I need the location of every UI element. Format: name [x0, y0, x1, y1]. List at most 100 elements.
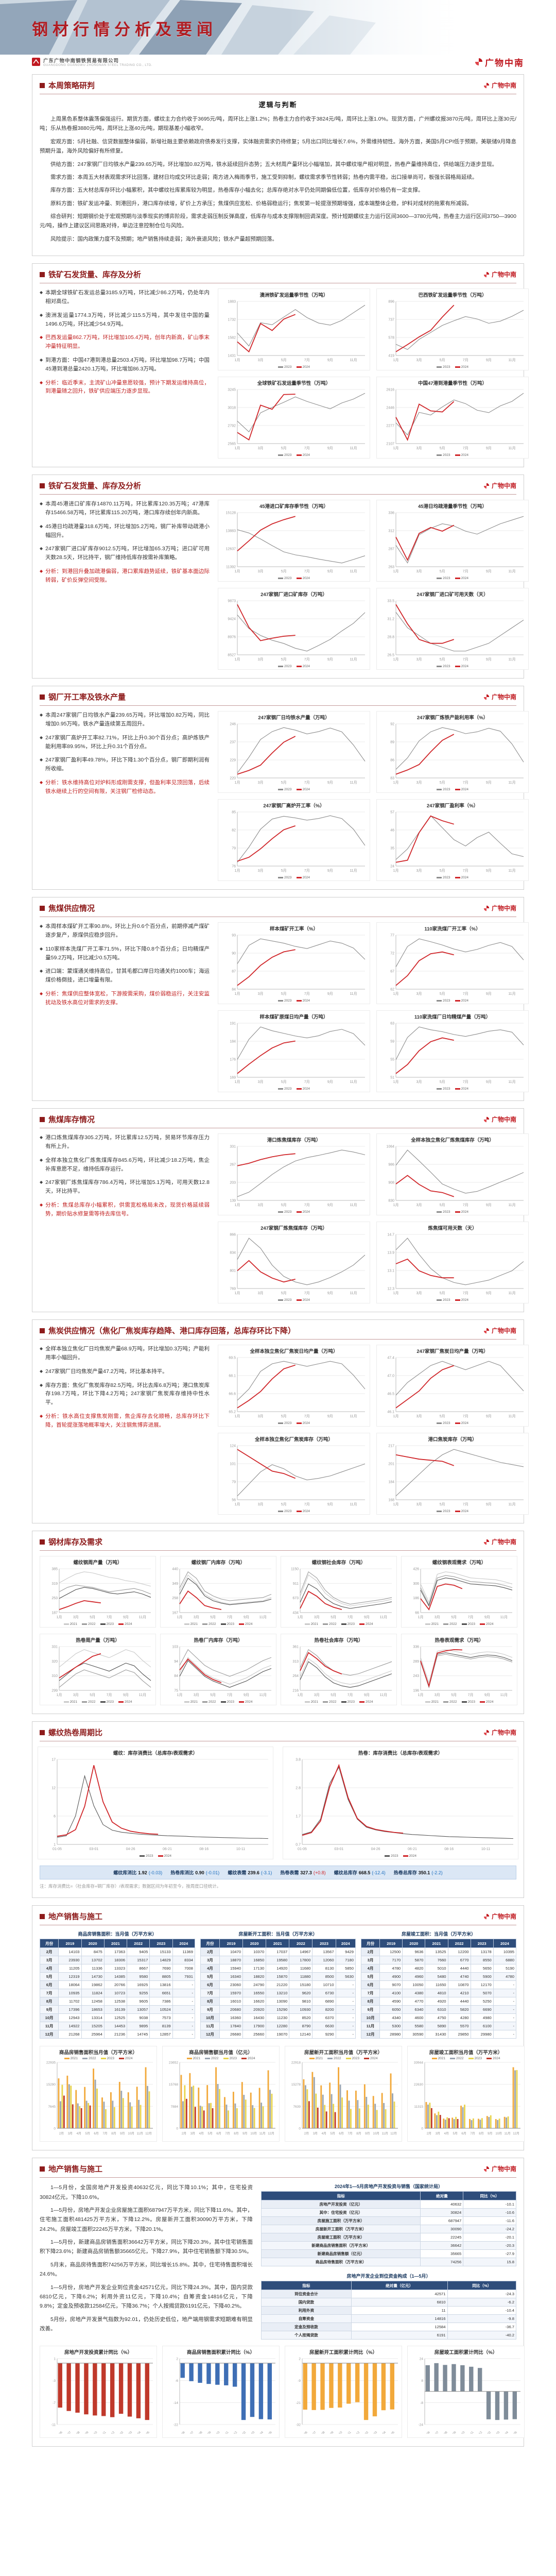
svg-text:77: 77 — [390, 934, 394, 938]
legend-swatch — [186, 2057, 192, 2059]
chart-title: 房屋竣工面积累计同比（%） — [434, 2350, 498, 2356]
legend-series-name: 2023 — [443, 1510, 450, 1514]
svg-text:1月: 1月 — [177, 1615, 183, 1619]
cell: 新建商品房销售面积（万平方米） — [260, 2241, 421, 2250]
svg-text:2: 2 — [299, 2358, 301, 2361]
svg-text:7月: 7月 — [463, 1080, 468, 1084]
cell: 16340 — [219, 1972, 244, 1981]
svg-text:04-26: 04-26 — [371, 1848, 380, 1851]
svg-text:1月: 1月 — [418, 1693, 424, 1697]
cell: 16139 — [103, 2005, 128, 2014]
summary-cell: 热卷库消比 0.90 (-0.01) — [170, 1869, 219, 1876]
svg-text:23-10: 23-10 — [91, 2431, 98, 2434]
bullet-marker-icon: ◆ — [40, 523, 43, 529]
cell: 12060 — [312, 1956, 336, 1965]
svg-text:5月: 5月 — [90, 1693, 95, 1697]
svg-text:1月: 1月 — [235, 657, 240, 662]
cell: 5月 — [39, 1972, 59, 1981]
table-row: 6月 9070 10050 11650 10870 12170- — [360, 1980, 517, 1990]
legend-series-name: 2023 — [443, 1421, 450, 1426]
section-title: 本周策略研判 — [40, 80, 95, 91]
cell: 定金及预收款 — [261, 2323, 352, 2332]
section-header: 地产销售与施工 广物中南 — [40, 2163, 516, 2178]
svg-text:9月: 9月 — [486, 1502, 492, 1506]
summary-cell: 热卷表需 327.3 (+0.8) — [280, 1869, 325, 1876]
cell: 11650 — [425, 1980, 448, 1990]
svg-text:5月: 5月 — [440, 1502, 445, 1506]
cell: - — [335, 1980, 356, 1990]
svg-text:11392: 11392 — [226, 566, 236, 569]
cell: 4920 — [425, 1997, 448, 2006]
svg-text:5月: 5月 — [331, 2132, 335, 2136]
cell: 7690 — [149, 1964, 173, 1973]
svg-text:3月: 3月 — [68, 2132, 73, 2136]
legend-item: 2023 — [278, 999, 292, 1003]
section-header: 铁矿石发货量、库存及分析 广物中南 — [40, 269, 516, 284]
svg-text:5月: 5月 — [440, 1080, 445, 1084]
legend-item: 2023 — [223, 2057, 237, 2060]
table-row: 定金及预收款 12584 -36.7 — [261, 2323, 517, 2332]
cell: 28980 — [379, 2030, 403, 2039]
bullet-list: ◆ 本周45港进口矿库存14870.11万吨，环比累库120.35万吨；47港库存… — [40, 500, 210, 584]
svg-text:287: 287 — [388, 548, 394, 551]
summary-label: 螺纹表需 — [228, 1870, 247, 1876]
legend-swatch — [309, 2057, 315, 2059]
cell: - — [172, 2022, 196, 2031]
legend-item: 2022 — [82, 1622, 96, 1626]
section-body: ◆ 全样本独立焦化厂日均焦炭产量68.9万吨，环比增加0.3万吨；产能利用率小幅回… — [40, 1345, 529, 1515]
legend-item: 2023 — [220, 1700, 234, 1704]
cell: 42571 — [351, 2290, 448, 2299]
legend-series-name: 2023 — [106, 1700, 114, 1704]
svg-text:9月: 9月 — [327, 992, 333, 996]
brand-name: 广物中南 — [491, 1538, 516, 1546]
cell: 7月 — [200, 1989, 220, 1998]
svg-text:5月: 5月 — [281, 1291, 287, 1295]
section-title: 焦煤供应情况 — [40, 903, 95, 913]
legend-item: 2023 — [278, 665, 292, 668]
title-square-icon — [40, 1913, 45, 1919]
svg-text:9月: 9月 — [365, 2132, 370, 2136]
legend-swatch — [64, 2057, 70, 2059]
svg-text:01-05: 01-05 — [53, 1848, 62, 1851]
svg-text:7月: 7月 — [304, 569, 310, 573]
cell: - — [493, 1997, 517, 2006]
cell: 21268 — [58, 2030, 82, 2039]
table-row: 11月 5300 5580 5890 5570 6100- — [360, 2022, 517, 2031]
column-header: 2022 — [289, 1939, 313, 1948]
paragraph: 1—5月份，全国房地产开发投资40632亿元，同比下降10.1%；其中，住宅投资… — [40, 2184, 253, 2200]
chart-legend: 2023 2024 — [220, 1210, 368, 1214]
legend-item: 2023 — [278, 577, 292, 580]
svg-text:7月: 7月 — [304, 358, 310, 362]
svg-text:331: 331 — [230, 1145, 236, 1149]
bullet-text: 分析：到港回升叠加疏港偏弱，港口累库趋势延续，铁矿基本面边际转弱，矿价反弹空间受… — [45, 568, 210, 583]
cell: 10050 — [402, 1980, 426, 1990]
svg-text:9月: 9月 — [364, 1615, 370, 1619]
cell: - — [493, 2013, 517, 2023]
cell: 23060 — [219, 1980, 244, 1990]
legend-swatch — [437, 366, 442, 368]
svg-text:7月: 7月 — [227, 1693, 233, 1697]
svg-text:9月: 9月 — [486, 358, 492, 362]
line-chart-block: 全样本独立焦化厂焦炭库存（万吨） 56 79 101 124 1月 3月 5月 7月 9月 11月 2… — [218, 1433, 370, 1515]
svg-text:15290: 15290 — [46, 2083, 56, 2087]
svg-text:1月: 1月 — [235, 1414, 240, 1418]
bullet-item: ◆ 247家钢厂日均焦炭产量47.2万吨，环比基本持平。 — [40, 1367, 210, 1376]
svg-text:33944: 33944 — [414, 2061, 423, 2065]
svg-text:24-05: 24-05 — [266, 2431, 273, 2434]
legend-series-name: 2024 — [302, 577, 310, 581]
cell: 5月 — [200, 1972, 220, 1981]
cell: 8667 — [127, 1964, 150, 1973]
bullet-text: 全样本独立焦化厂炼焦煤库存845.6万吨，环比减少18.2万吨，焦企补库意愿不足… — [45, 1157, 210, 1172]
svg-text:2107: 2107 — [386, 443, 394, 446]
svg-text:2月: 2月 — [182, 2132, 186, 2136]
legend-item: 2022 — [450, 2057, 464, 2060]
cell: 4980 — [470, 2013, 494, 2023]
svg-text:7月: 7月 — [463, 781, 468, 785]
cell: 12319 — [58, 1972, 82, 1981]
svg-text:3月: 3月 — [416, 1203, 422, 1207]
svg-text:4月: 4月 — [199, 2132, 204, 2136]
column-header: 月份 — [39, 1939, 59, 1948]
bullet-text: 247家钢厂日均焦炭产量47.2万吨，环比基本持平。 — [45, 1368, 168, 1375]
